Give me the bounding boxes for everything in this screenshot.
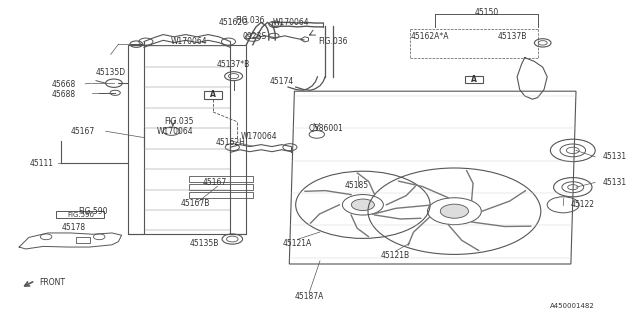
Text: 45167: 45167	[202, 178, 227, 187]
Text: A450001482: A450001482	[550, 303, 595, 308]
Text: 45178: 45178	[61, 223, 86, 232]
Bar	[204, 91, 222, 99]
Text: W170064: W170064	[273, 18, 310, 27]
Text: FIG.590: FIG.590	[78, 207, 108, 216]
Text: 45150: 45150	[474, 8, 499, 17]
Bar	[144, 45, 230, 234]
Text: 45131: 45131	[602, 152, 627, 161]
Text: 45688: 45688	[52, 90, 76, 99]
Text: 45122: 45122	[570, 200, 595, 209]
Circle shape	[351, 199, 374, 211]
Text: 45135B: 45135B	[190, 239, 220, 248]
Text: 45137*B: 45137*B	[217, 60, 250, 68]
Text: 45174: 45174	[269, 77, 294, 86]
Text: 45131: 45131	[602, 178, 627, 187]
Text: FIG.035: FIG.035	[164, 117, 194, 126]
Text: A: A	[470, 75, 477, 84]
Bar	[56, 211, 104, 218]
Bar	[189, 192, 253, 198]
Text: 45167B: 45167B	[180, 199, 210, 208]
Text: 45668: 45668	[52, 80, 76, 89]
Bar	[189, 184, 253, 190]
Text: 45162H: 45162H	[216, 138, 245, 147]
Text: 45162A*A: 45162A*A	[411, 32, 449, 41]
Bar	[189, 176, 253, 182]
Text: 45137B: 45137B	[497, 32, 527, 41]
Text: 45121A: 45121A	[283, 239, 312, 248]
Text: W170064: W170064	[241, 132, 278, 141]
Text: FRONT: FRONT	[40, 278, 65, 287]
Text: 45167: 45167	[71, 127, 95, 136]
Text: Q586001: Q586001	[309, 124, 344, 132]
Text: W170064: W170064	[156, 127, 193, 136]
Text: 45162G: 45162G	[219, 18, 248, 27]
Text: 45185: 45185	[345, 181, 369, 190]
Text: 0923S: 0923S	[243, 32, 267, 41]
Text: 45187A: 45187A	[294, 292, 324, 301]
Bar	[465, 76, 483, 83]
Text: 45111: 45111	[29, 159, 54, 168]
Text: A: A	[210, 90, 216, 99]
Text: 45121B: 45121B	[381, 252, 410, 260]
Text: W170064: W170064	[170, 37, 207, 46]
Text: 45135D: 45135D	[95, 68, 126, 76]
Text: FIG.590: FIG.590	[67, 212, 94, 218]
Text: FIG.036: FIG.036	[318, 37, 348, 46]
Bar	[76, 237, 90, 243]
Circle shape	[440, 204, 468, 218]
Text: FIG.036: FIG.036	[235, 16, 264, 25]
